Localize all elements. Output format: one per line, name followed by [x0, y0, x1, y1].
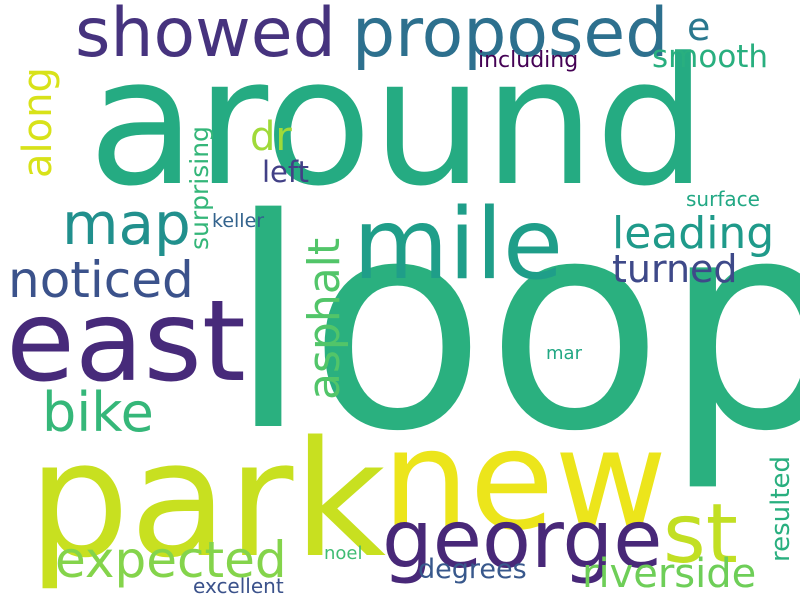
word-riverside: riverside [582, 551, 757, 597]
word-leading: leading [612, 208, 775, 259]
word-degrees: degrees [418, 554, 527, 585]
word-surface: surface [686, 187, 760, 211]
word-turned: turned [612, 247, 738, 291]
word-noticed: noticed [8, 251, 194, 309]
word-surprising: surprising [185, 126, 214, 250]
word-noel: noel [324, 543, 363, 564]
word-including: including [478, 48, 579, 73]
word-showed: showed [75, 0, 336, 73]
word-keller: keller [212, 210, 265, 232]
word-resulted: resulted [766, 455, 796, 562]
word-east: east [6, 277, 246, 407]
word-bike: bike [42, 381, 154, 444]
word-loop: loop [228, 158, 800, 495]
word-around: around [88, 20, 707, 225]
word-expected: expected [55, 531, 287, 589]
word-map: map [62, 190, 191, 258]
word-park: park [28, 406, 387, 593]
word-mile: mile [353, 188, 564, 302]
word-e: e [687, 5, 711, 49]
word-mar: mar [546, 343, 582, 364]
word-george: george [382, 493, 663, 586]
word-smooth: smooth [652, 39, 769, 75]
word-left: left [262, 155, 309, 189]
word-new: new [382, 400, 668, 561]
word-proposed: proposed [352, 0, 669, 73]
word-along: along [15, 67, 61, 178]
word-asphalt: asphalt [299, 237, 350, 400]
word-excellent: excellent [193, 574, 284, 598]
word-dr: dr [250, 114, 292, 160]
word-st: st [663, 487, 738, 582]
